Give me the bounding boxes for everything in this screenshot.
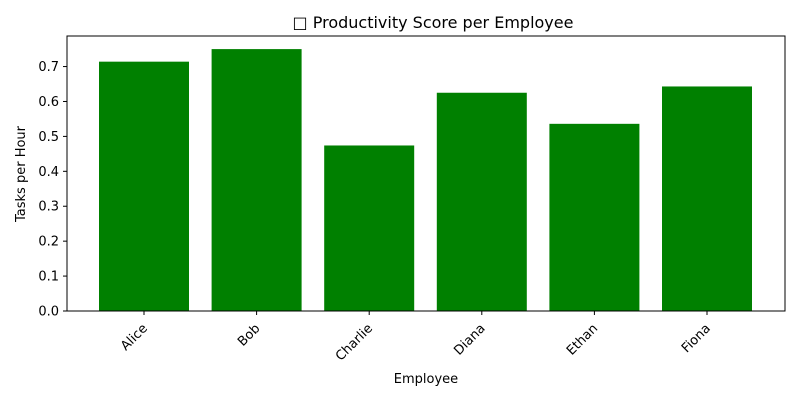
x-tick-label: Charlie (333, 321, 376, 364)
y-tick-label: 0.6 (38, 95, 59, 110)
y-tick-label: 0.5 (38, 130, 59, 145)
bar-charlie (324, 145, 415, 311)
x-tick-label: Diana (451, 321, 488, 358)
chart-title: □ Productivity Score per Employee (293, 13, 574, 32)
x-tick-label: Ethan (564, 321, 601, 358)
bar-bob (211, 49, 302, 311)
bar-alice (99, 61, 189, 311)
y-tick-label: 0.4 (38, 165, 59, 180)
axes-frame (66, 35, 786, 312)
y-tick-label: 0.1 (38, 270, 59, 285)
y-tick-label: 0.3 (38, 200, 59, 215)
y-axis-label: Tasks per Hour (14, 125, 29, 223)
x-axis-label: Employee (394, 372, 458, 387)
bar-diana (436, 92, 527, 311)
y-tick-label: 0.7 (38, 60, 59, 75)
y-tick-label: 0.2 (38, 235, 59, 250)
y-tick-label: 0.0 (38, 305, 59, 320)
x-tick-label: Bob (235, 321, 263, 349)
bar-ethan (549, 123, 640, 311)
x-tick-label: Fiona (679, 321, 714, 356)
plot-area: Alice Bob Charlie Diana Ethan Fiona 0.0 0.1 0.2 0… (38, 35, 786, 364)
x-tick-label: Alice (118, 321, 151, 354)
bar-fiona (662, 86, 752, 311)
